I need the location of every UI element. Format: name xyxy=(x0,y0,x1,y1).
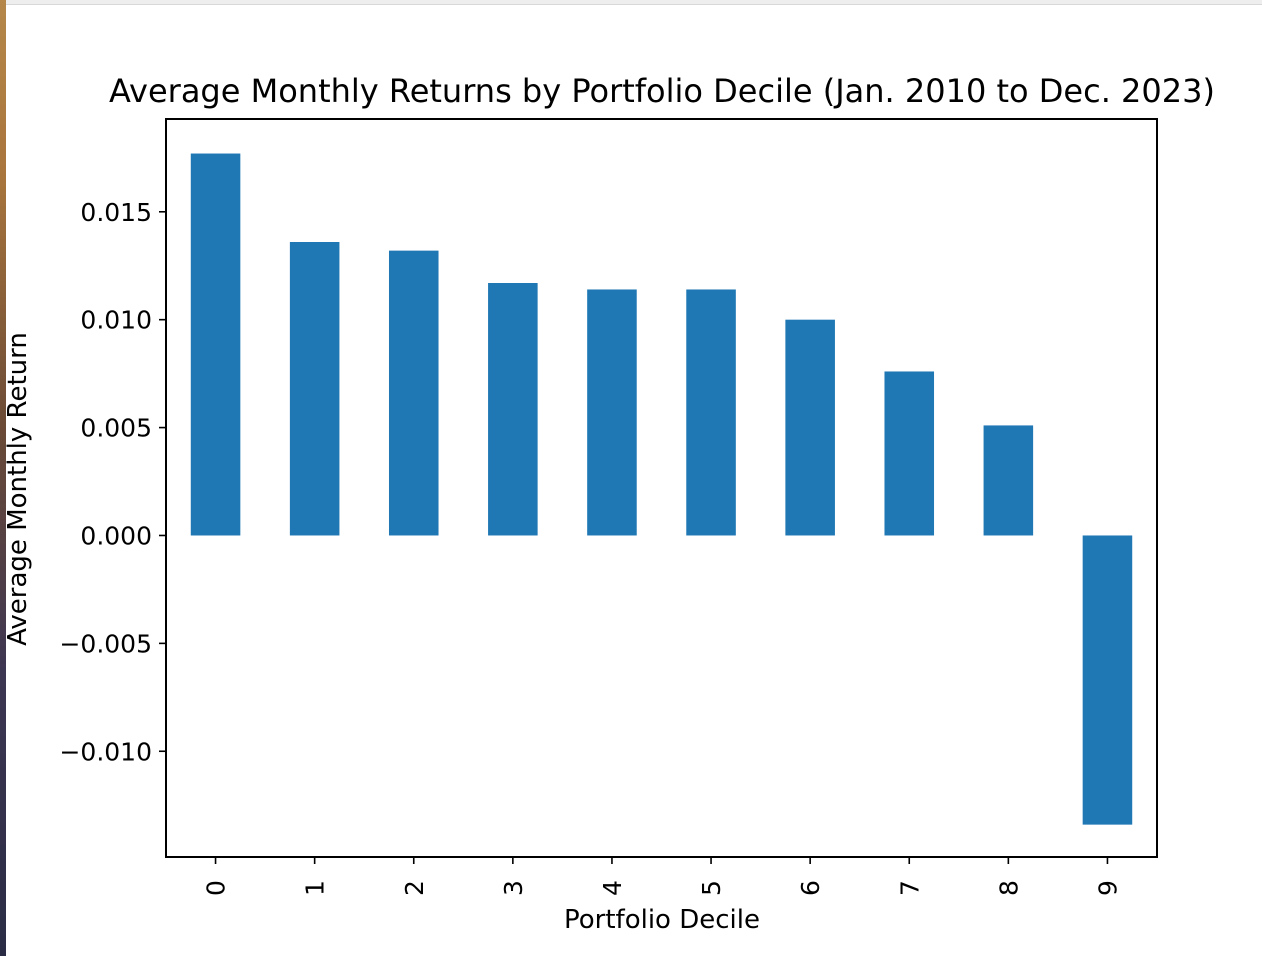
bar-decile-3 xyxy=(488,283,538,536)
x-tick-label: 8 xyxy=(994,880,1023,896)
x-tick-label: 9 xyxy=(1093,880,1122,896)
x-axis-ticks: 0 1 2 3 4 5 6 7 8 9 xyxy=(202,857,1122,896)
desktop-background-strip xyxy=(0,0,6,956)
y-tick-label: 0.010 xyxy=(80,306,152,335)
bar-decile-2 xyxy=(388,250,439,536)
x-tick-label: 7 xyxy=(895,880,924,896)
bars xyxy=(190,153,1133,825)
bar-decile-5 xyxy=(686,289,736,536)
y-tick-label: 0.000 xyxy=(80,521,152,550)
axes-frame xyxy=(165,118,1158,858)
y-tick-label: −0.005 xyxy=(59,629,152,658)
bar-decile-0 xyxy=(190,153,241,536)
x-tick-label: 2 xyxy=(400,880,429,896)
bar-decile-1 xyxy=(289,242,340,536)
x-tick-label: 1 xyxy=(301,880,330,896)
x-tick-label: 6 xyxy=(796,880,825,896)
y-tick-label: 0.015 xyxy=(80,198,152,227)
y-tick-label: −0.010 xyxy=(59,737,152,766)
y-axis-label: Average Monthly Return xyxy=(3,332,33,646)
bar-decile-4 xyxy=(587,289,637,536)
window-top-edge xyxy=(6,0,1262,5)
x-tick-label: 5 xyxy=(697,880,726,896)
y-tick-label: 0.005 xyxy=(80,414,152,443)
x-tick-label: 3 xyxy=(499,880,528,896)
x-tick-label: 0 xyxy=(202,880,231,896)
bar-decile-7 xyxy=(884,371,935,536)
bar-decile-6 xyxy=(785,319,835,536)
y-axis-ticks: −0.010 −0.005 0.000 0.005 0.010 0.015 xyxy=(59,198,166,766)
chart-title: Average Monthly Returns by Portfolio Dec… xyxy=(109,72,1215,110)
bar-decile-9 xyxy=(1082,535,1133,825)
bar-decile-8 xyxy=(983,425,1034,536)
x-axis-label: Portfolio Decile xyxy=(564,905,760,935)
x-tick-label: 4 xyxy=(598,880,627,896)
